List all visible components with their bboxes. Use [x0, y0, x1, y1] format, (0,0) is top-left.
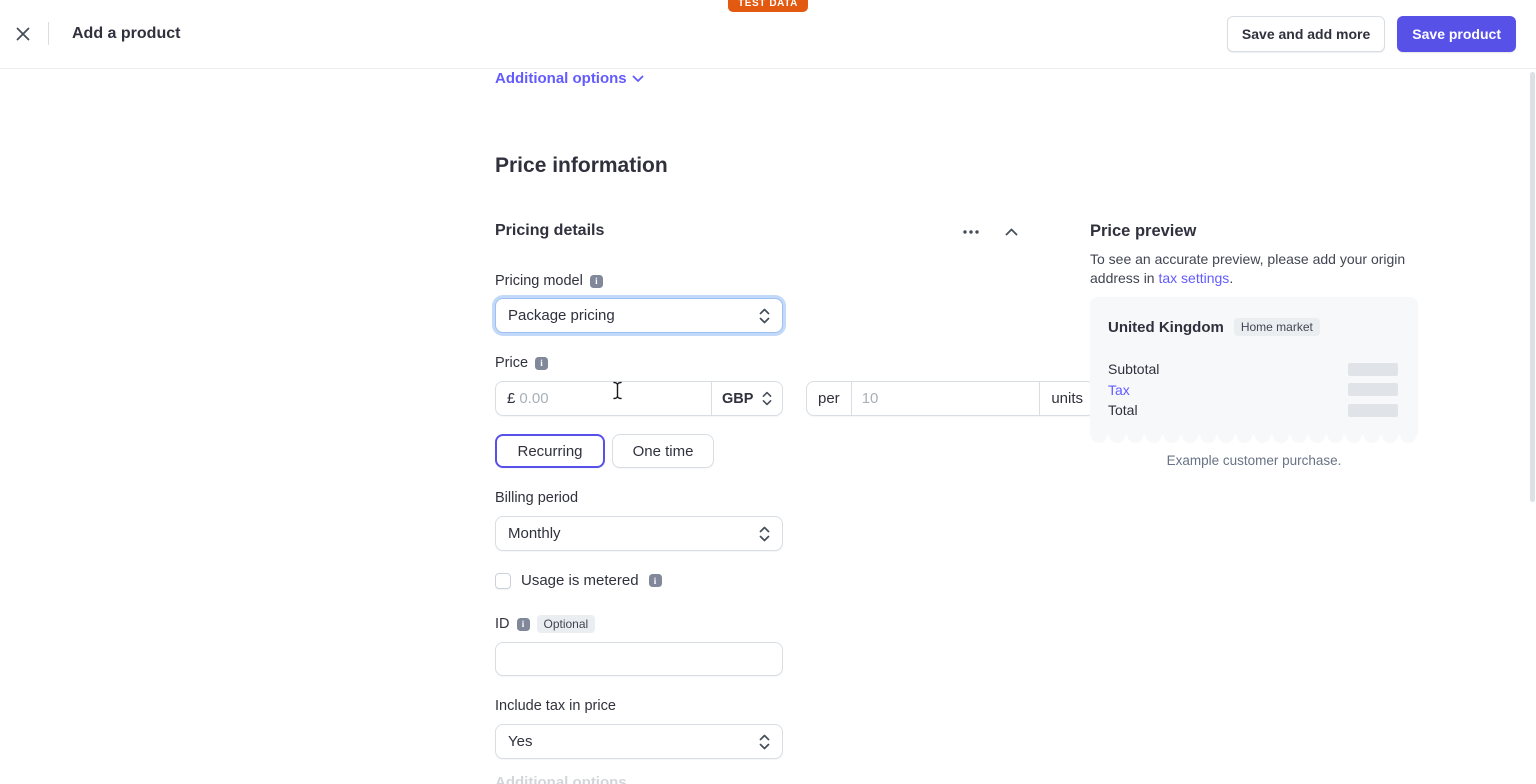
usage-metered-checkbox[interactable] [495, 572, 511, 589]
text-cursor [613, 381, 622, 400]
info-icon[interactable] [589, 274, 603, 288]
input-divider [850, 382, 852, 415]
price-information-heading: Price information [495, 154, 668, 177]
receipt-scallop-edge [1090, 435, 1418, 444]
collapse-section-icon[interactable] [997, 220, 1025, 244]
billing-period-value: Monthly [508, 525, 561, 542]
close-icon[interactable] [12, 23, 34, 45]
include-tax-label: Include tax in price [495, 698, 616, 714]
billing-period-label: Billing period [495, 490, 579, 506]
include-tax-select[interactable]: Yes [495, 724, 783, 759]
info-icon[interactable] [648, 574, 662, 587]
optional-badge: Optional [536, 615, 596, 633]
id-label-row: ID Optional [495, 615, 596, 633]
pricing-details-heading: Pricing details [495, 222, 605, 239]
tax-row: Tax [1108, 380, 1398, 401]
scrollbar-thumb[interactable] [1530, 72, 1535, 502]
price-preview-heading: Price preview [1090, 222, 1197, 240]
subtotal-placeholder-bar [1348, 362, 1398, 376]
units-count-cell [852, 382, 1040, 415]
currency-select[interactable]: GBP [712, 382, 782, 415]
home-market-badge: Home market [1233, 318, 1320, 336]
country-row: United Kingdom Home market [1108, 318, 1398, 336]
info-icon[interactable] [535, 356, 549, 370]
header-actions: Save and add more Save product [1226, 16, 1516, 52]
subtotal-row: Subtotal [1108, 359, 1398, 380]
page-title: Add a product [72, 25, 181, 42]
total-label: Total [1108, 402, 1138, 419]
preview-caption: Example customer purchase. [1166, 453, 1342, 468]
chevron-up-down-icon [759, 526, 770, 541]
total-row: Total [1108, 400, 1398, 421]
chevron-up-down-icon [762, 391, 772, 406]
per-label: per [818, 390, 840, 407]
top-bar: Add a product TEST DATA Save and add mor… [0, 0, 1536, 69]
currency-code: GBP [722, 390, 754, 407]
chevron-up-down-icon [759, 308, 770, 323]
description-period: . [1229, 270, 1234, 286]
id-input[interactable] [508, 643, 770, 675]
save-and-add-more-button[interactable]: Save and add more [1226, 16, 1386, 52]
additional-options-link[interactable]: Additional options [495, 70, 644, 87]
chevron-down-icon [632, 75, 644, 82]
price-label: Price [495, 355, 529, 371]
include-tax-value: Yes [508, 733, 533, 750]
info-icon[interactable] [516, 617, 530, 631]
cutoff-additional-options-link[interactable]: Additional options [495, 774, 627, 784]
tax-settings-link[interactable]: tax settings [1158, 270, 1230, 286]
input-divider [711, 382, 712, 415]
units-count-input[interactable] [861, 382, 1040, 415]
test-data-badge: TEST DATA [727, 0, 809, 12]
amount-rows: Subtotal Tax Total [1108, 359, 1398, 421]
recurring-toggle-button[interactable]: Recurring [495, 434, 605, 468]
description-text: To see an accurate preview, please add y… [1090, 251, 1406, 286]
pricing-model-select[interactable]: Package pricing [495, 298, 783, 333]
subtotal-label: Subtotal [1108, 361, 1160, 378]
header-divider [48, 22, 49, 45]
save-product-button[interactable]: Save product [1397, 16, 1516, 52]
pricing-model-label: Pricing model [495, 273, 583, 289]
id-label: ID [495, 616, 510, 632]
usage-metered-label: Usage is metered [521, 572, 639, 589]
currency-symbol: £ [507, 390, 516, 407]
tax-placeholder-bar [1348, 383, 1398, 397]
id-input-wrap [495, 642, 783, 676]
pricing-model-label-row: Pricing model [495, 273, 603, 289]
input-divider [1039, 382, 1041, 415]
overflow-menu-icon[interactable] [957, 220, 985, 244]
price-preview-card: United Kingdom Home market Subtotal Tax … [1090, 297, 1418, 435]
chevron-up-down-icon [759, 734, 770, 749]
price-input-group: £ GBP [495, 381, 783, 416]
per-units-group: per units [806, 381, 1095, 416]
usage-metered-row: Usage is metered [495, 572, 662, 589]
pricing-model-value: Package pricing [508, 307, 615, 324]
price-preview-description: To see an accurate preview, please add y… [1090, 250, 1435, 288]
additional-options-label: Additional options [495, 70, 627, 87]
total-placeholder-bar [1348, 403, 1398, 417]
tax-link[interactable]: Tax [1108, 381, 1130, 398]
units-label: units [1051, 390, 1083, 407]
billing-period-select[interactable]: Monthly [495, 516, 783, 551]
price-label-row: Price [495, 355, 549, 371]
one-time-toggle-button[interactable]: One time [612, 434, 714, 468]
country-name: United Kingdom [1108, 318, 1224, 336]
